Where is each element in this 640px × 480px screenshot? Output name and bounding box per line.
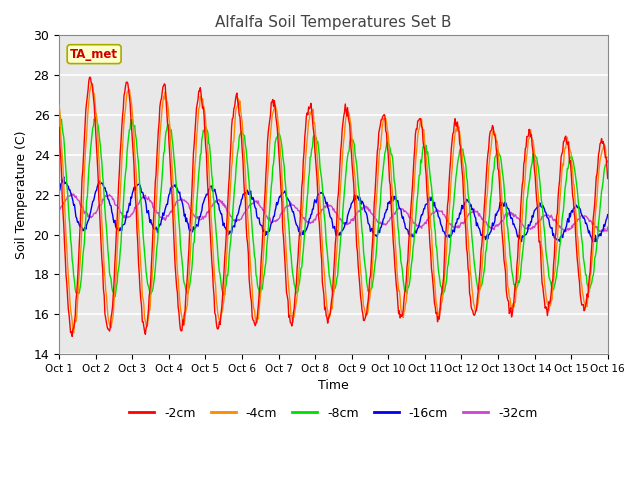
- Y-axis label: Soil Temperature (C): Soil Temperature (C): [15, 131, 28, 259]
- Title: Alfalfa Soil Temperatures Set B: Alfalfa Soil Temperatures Set B: [215, 15, 452, 30]
- Legend: -2cm, -4cm, -8cm, -16cm, -32cm: -2cm, -4cm, -8cm, -16cm, -32cm: [124, 402, 543, 425]
- Text: TA_met: TA_met: [70, 48, 118, 60]
- X-axis label: Time: Time: [318, 379, 349, 392]
